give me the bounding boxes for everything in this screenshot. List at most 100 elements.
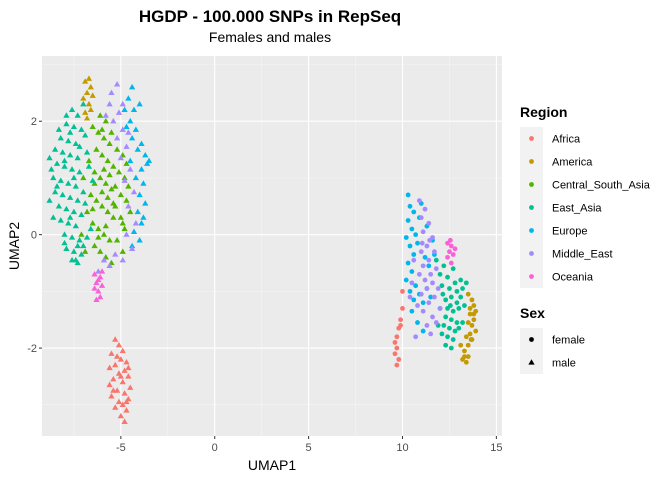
europe-male-point: [128, 134, 136, 141]
middle-east-male-point: [117, 154, 124, 161]
east-asia-male-point: [46, 197, 53, 203]
europe-female-point: [426, 263, 432, 269]
legend-label-america: America: [552, 157, 593, 169]
oceania-female-point: [450, 252, 456, 257]
central-south-asia-male-point: [85, 157, 93, 164]
x-tick-label: -5: [116, 442, 126, 454]
middle-east-female-point: [416, 198, 422, 204]
east-asia-male-point: [59, 191, 66, 198]
east-asia-female-point: [458, 277, 464, 283]
central-south-asia-male-point: [123, 197, 130, 203]
east-asia-male-point: [70, 174, 78, 181]
east-asia-male-point: [82, 132, 89, 138]
europe-male-point: [136, 191, 143, 198]
east-asia-female-point: [454, 288, 460, 294]
central-south-asia-male-point: [82, 248, 89, 254]
america-female-point: [467, 331, 473, 337]
europe-female-point: [403, 235, 409, 240]
europe-female-point: [409, 308, 415, 314]
africa-female-point: [394, 362, 400, 368]
europe-male-point: [128, 83, 136, 90]
central-south-asia-male-point: [95, 225, 102, 232]
europe-male-point: [132, 174, 140, 181]
middle-east-male-point: [108, 89, 115, 96]
east-asia-male-point: [74, 242, 81, 249]
east-asia-male-point: [52, 146, 59, 152]
east-asia-male-point: [76, 143, 83, 149]
legend-swatch-africa: [529, 136, 534, 141]
africa-male-point: [108, 392, 115, 399]
central-south-asia-male-point: [89, 220, 96, 226]
east-asia-female-point: [440, 291, 446, 297]
central-south-asia-male-point: [108, 129, 115, 135]
europe-female-point: [403, 277, 409, 283]
east-asia-female-point: [454, 320, 460, 325]
east-asia-male-point: [89, 177, 96, 183]
central-south-asia-male-point: [112, 202, 119, 209]
middle-east-female-point: [419, 240, 425, 246]
america-male-point: [82, 109, 89, 115]
east-asia-male-point: [82, 200, 89, 206]
america-male-point: [85, 100, 93, 107]
america-female-point: [468, 337, 474, 342]
africa-male-point: [112, 361, 119, 368]
x-tick-label: 0: [212, 442, 218, 454]
africa-female-point: [392, 351, 398, 357]
east-asia-male-point: [55, 202, 63, 209]
y-axis-ticks: -2 0 2: [27, 116, 42, 355]
middle-east-female-point: [430, 280, 435, 286]
east-asia-male-point: [76, 168, 83, 175]
africa-female-point: [398, 323, 404, 328]
europe-female-point: [407, 243, 413, 249]
central-south-asia-male-point: [93, 197, 100, 203]
x-axis-title: UMAP1: [248, 457, 296, 473]
east-asia-male-point: [57, 134, 64, 141]
x-tick-label: 5: [306, 442, 312, 454]
america-female-point: [467, 311, 473, 317]
central-south-asia-male-point: [113, 146, 121, 152]
central-south-asia-male-point: [115, 168, 123, 175]
america-male-point: [85, 75, 93, 81]
east-asia-male-point: [78, 126, 85, 132]
central-south-asia-male-point: [106, 171, 113, 178]
east-asia-male-point: [67, 129, 74, 135]
east-asia-male-point: [72, 222, 79, 229]
america-female-point: [469, 323, 475, 328]
legend-shape-triangle: [528, 359, 535, 365]
middle-east-female-point: [430, 314, 435, 320]
data-points: [46, 75, 479, 424]
central-south-asia-male-point: [100, 166, 108, 172]
central-south-asia-male-point: [121, 225, 128, 232]
central-south-asia-male-point: [100, 231, 108, 237]
europe-male-point: [127, 157, 134, 164]
east-asia-female-point: [454, 300, 460, 306]
east-asia-male-point: [46, 154, 53, 161]
europe-male-point: [127, 117, 134, 124]
africa-female-point: [396, 357, 402, 362]
east-asia-male-point: [50, 214, 57, 220]
east-asia-male-point: [74, 112, 81, 118]
europe-male-point: [138, 166, 145, 172]
east-asia-male-point: [63, 112, 70, 118]
legend-label-east-asia: East_Asia: [552, 203, 602, 215]
central-south-asia-male-point: [95, 234, 102, 240]
america-male-point: [89, 92, 96, 98]
america-male-point: [82, 78, 89, 84]
middle-east-male-point: [102, 112, 109, 118]
east-asia-female-point: [450, 337, 456, 342]
europe-female-point: [409, 226, 415, 232]
east-asia-female-point: [443, 297, 449, 303]
east-asia-male-point: [68, 234, 76, 240]
africa-female-point: [392, 340, 398, 345]
east-asia-female-point: [441, 263, 447, 269]
europe-female-point: [420, 328, 426, 334]
europe-female-point: [415, 320, 420, 325]
africa-male-point: [123, 407, 130, 413]
middle-east-male-point: [110, 117, 117, 124]
middle-east-male-point: [130, 188, 138, 195]
east-asia-male-point: [63, 120, 70, 127]
america-female-point: [471, 303, 477, 308]
central-south-asia-male-point: [104, 157, 111, 164]
middle-east-female-point: [437, 305, 443, 311]
middle-east-female-point: [416, 271, 422, 277]
